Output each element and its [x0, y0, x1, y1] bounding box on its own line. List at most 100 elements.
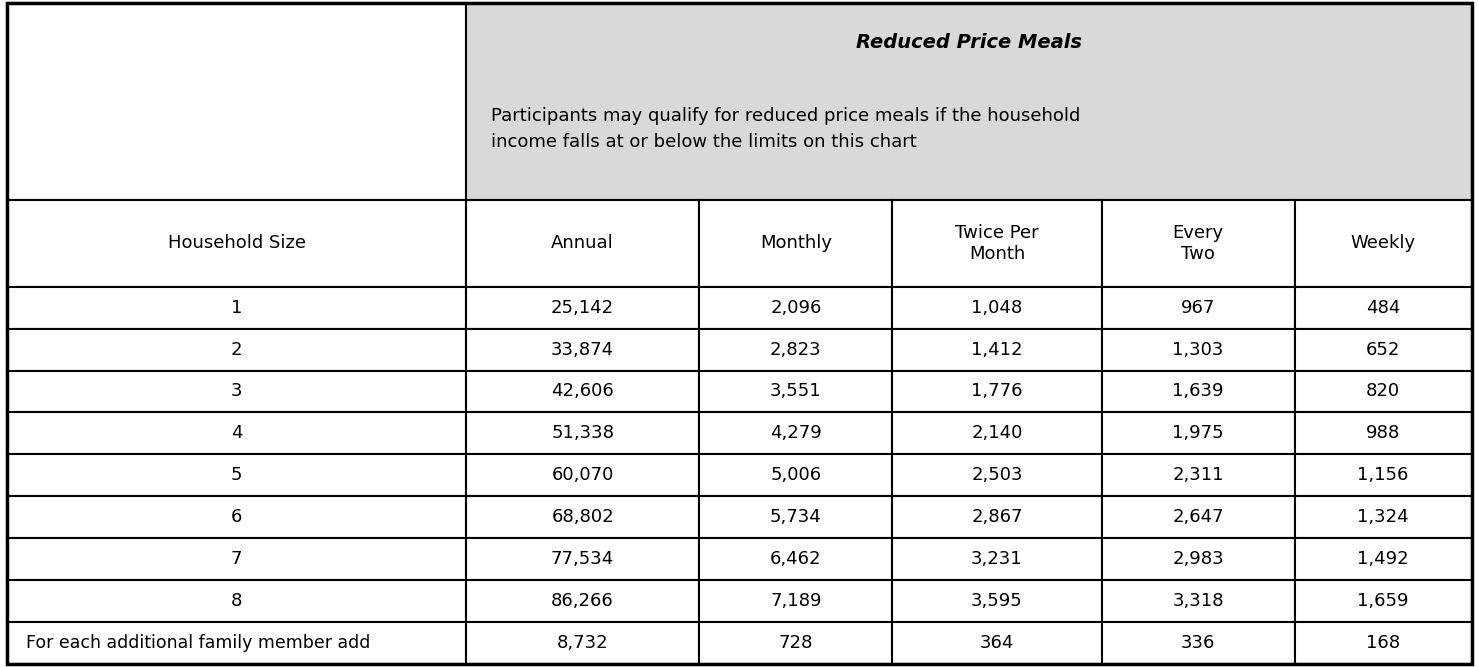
Bar	[466, 329, 700, 371]
Bar	[700, 412, 892, 454]
Bar	[700, 622, 892, 664]
Bar	[1294, 622, 1472, 664]
Text: 336: 336	[1180, 634, 1216, 652]
Bar	[1294, 454, 1472, 496]
Bar	[1102, 538, 1294, 580]
Bar	[892, 538, 1102, 580]
Bar	[1102, 412, 1294, 454]
Bar	[700, 371, 892, 412]
Text: 820: 820	[1367, 382, 1401, 400]
Bar	[1102, 200, 1294, 287]
Text: 3: 3	[231, 382, 243, 400]
Bar	[700, 538, 892, 580]
Bar	[1294, 371, 1472, 412]
Text: 2,983: 2,983	[1173, 550, 1225, 568]
Bar	[466, 538, 700, 580]
Text: 3,595: 3,595	[972, 592, 1023, 610]
Text: Twice Per
Month: Twice Per Month	[955, 224, 1038, 263]
Bar	[466, 496, 700, 538]
Bar	[7, 496, 466, 538]
Text: Participants may qualify for reduced price meals if the household
income falls a: Participants may qualify for reduced pri…	[491, 107, 1081, 151]
Bar	[1102, 454, 1294, 496]
Bar	[892, 496, 1102, 538]
Bar	[1102, 371, 1294, 412]
Text: 8,732: 8,732	[556, 634, 608, 652]
Bar	[1294, 412, 1472, 454]
Text: 1,048: 1,048	[972, 299, 1022, 317]
Text: 2,647: 2,647	[1173, 508, 1225, 526]
Text: 1,303: 1,303	[1173, 341, 1223, 359]
Text: 3,318: 3,318	[1173, 592, 1223, 610]
Text: Reduced Price Meals: Reduced Price Meals	[856, 33, 1081, 52]
Bar	[700, 329, 892, 371]
Text: Household Size: Household Size	[167, 235, 306, 252]
Bar	[1102, 580, 1294, 622]
Bar	[1294, 538, 1472, 580]
Text: 484: 484	[1367, 299, 1401, 317]
Bar	[1294, 200, 1472, 287]
Text: 2,823: 2,823	[771, 341, 822, 359]
Text: 2,503: 2,503	[972, 466, 1022, 484]
Text: 77,534: 77,534	[552, 550, 614, 568]
Text: 68,802: 68,802	[552, 508, 614, 526]
Text: 1,639: 1,639	[1173, 382, 1223, 400]
Text: 967: 967	[1180, 299, 1216, 317]
Text: 652: 652	[1367, 341, 1401, 359]
Text: 86,266: 86,266	[552, 592, 614, 610]
Text: 4,279: 4,279	[771, 424, 822, 442]
Text: 60,070: 60,070	[552, 466, 614, 484]
Text: 3,551: 3,551	[771, 382, 822, 400]
Bar	[892, 622, 1102, 664]
Text: 3,231: 3,231	[972, 550, 1023, 568]
Bar	[466, 3, 1472, 200]
Bar	[1102, 622, 1294, 664]
Bar	[892, 580, 1102, 622]
Text: 364: 364	[979, 634, 1015, 652]
Bar	[1294, 287, 1472, 329]
Text: 5,734: 5,734	[771, 508, 822, 526]
Bar	[7, 200, 466, 287]
Text: 33,874: 33,874	[552, 341, 614, 359]
Bar	[7, 538, 466, 580]
Bar	[7, 287, 466, 329]
Text: 8: 8	[231, 592, 243, 610]
Bar	[7, 371, 466, 412]
Bar	[1294, 496, 1472, 538]
Text: 51,338: 51,338	[552, 424, 614, 442]
Text: 1,324: 1,324	[1358, 508, 1409, 526]
Bar	[1102, 329, 1294, 371]
Bar	[7, 622, 466, 664]
Bar	[1102, 496, 1294, 538]
Bar	[892, 329, 1102, 371]
Bar	[1294, 580, 1472, 622]
Text: 5: 5	[231, 466, 243, 484]
Bar	[466, 622, 700, 664]
Text: 1,492: 1,492	[1358, 550, 1409, 568]
Bar	[7, 580, 466, 622]
Bar	[466, 371, 700, 412]
Bar	[466, 200, 700, 287]
Bar	[700, 580, 892, 622]
Bar	[7, 329, 466, 371]
Text: 4: 4	[231, 424, 243, 442]
Bar	[700, 200, 892, 287]
Text: 1: 1	[231, 299, 243, 317]
Text: Annual: Annual	[552, 235, 614, 252]
Bar	[700, 496, 892, 538]
Text: For each additional family member add: For each additional family member add	[25, 634, 370, 652]
Text: 1,659: 1,659	[1358, 592, 1409, 610]
Bar	[466, 412, 700, 454]
Text: 5,006: 5,006	[771, 466, 821, 484]
Text: 1,412: 1,412	[972, 341, 1022, 359]
Bar	[7, 3, 466, 200]
Text: 42,606: 42,606	[552, 382, 614, 400]
Bar	[1294, 329, 1472, 371]
Text: 6: 6	[231, 508, 243, 526]
Text: 168: 168	[1367, 634, 1401, 652]
Text: Every
Two: Every Two	[1173, 224, 1223, 263]
Text: 2: 2	[231, 341, 243, 359]
Text: 2,867: 2,867	[972, 508, 1022, 526]
Text: 1,156: 1,156	[1358, 466, 1409, 484]
Bar	[466, 287, 700, 329]
Bar	[466, 580, 700, 622]
